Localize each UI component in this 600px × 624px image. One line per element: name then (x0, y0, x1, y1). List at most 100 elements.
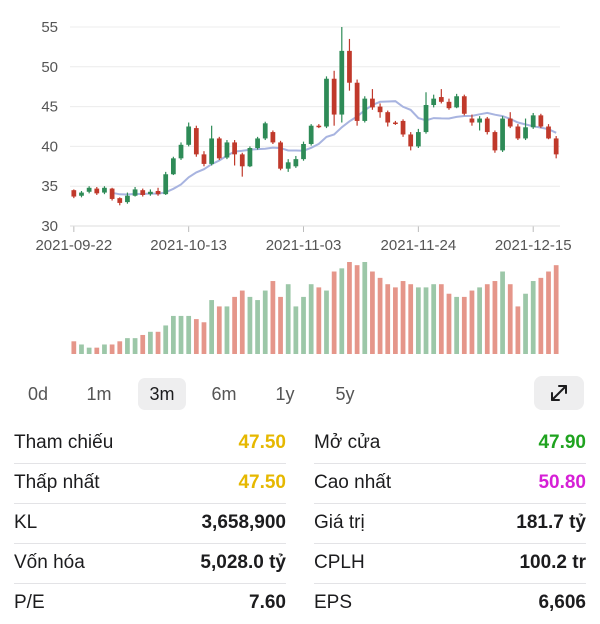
volume-bar (500, 271, 505, 354)
volume-bar (170, 315, 176, 354)
volume-value: 3,658,900 (201, 512, 286, 533)
candle-body (354, 82, 360, 121)
market-cap-label: Vốn hóa (14, 552, 85, 573)
candle-body (201, 154, 207, 164)
moving-average-line (111, 100, 557, 196)
range-button-3m[interactable]: 3m (138, 378, 186, 410)
volume-bar (438, 284, 444, 354)
volume-bar (155, 331, 161, 354)
volume-bar (515, 306, 521, 354)
range-selector: 0d 1m 3m 6m 1y 5y (0, 374, 600, 414)
y-tick-label: 30 (41, 218, 58, 235)
volume-bar (492, 281, 498, 354)
x-tick-label: 2021-10-13 (150, 237, 227, 254)
price-chart: 55 50 45 40 35 30 2021-09-22 2021-10-13 2021-11… (35, 19, 572, 354)
candle-body (415, 132, 421, 147)
volume-bar (132, 338, 138, 354)
volume-bar (400, 281, 406, 354)
range-button-1y[interactable]: 1y (275, 384, 295, 404)
candle-body (193, 128, 199, 155)
volume-bar (408, 284, 414, 354)
low-price-value: 47.50 (238, 472, 286, 493)
candle-body (438, 97, 444, 102)
candle-body (477, 118, 482, 123)
range-button-5y[interactable]: 5y (335, 384, 355, 404)
volume-bar (71, 341, 77, 354)
volume-bar (324, 290, 329, 354)
volume-bar (117, 341, 123, 354)
candle-body (515, 126, 521, 139)
candle-body (546, 126, 551, 139)
stats-row: Tham chiếu 47.50 Mở cửa 47.90 (0, 424, 600, 464)
volume-bar (232, 296, 237, 354)
expand-icon (551, 385, 567, 401)
x-tick-label: 2021-12-15 (495, 237, 572, 254)
candle-body (461, 96, 467, 114)
x-tick-label: 2021-09-22 (35, 237, 112, 254)
candle-body (423, 105, 429, 133)
candle-body (132, 189, 138, 196)
candle-body (79, 192, 84, 196)
candle-body (454, 96, 460, 108)
volume-bar (94, 347, 100, 354)
range-button-6m[interactable]: 6m (211, 384, 237, 404)
range-button-0d[interactable]: 0d (27, 384, 49, 404)
volume-bar (239, 290, 245, 354)
candle-body (163, 174, 169, 195)
volume-bar (354, 265, 360, 354)
pe-value: 7.60 (249, 592, 286, 613)
y-tick-label: 35 (41, 178, 58, 195)
volume-bar (347, 262, 352, 354)
candle-body (553, 138, 559, 155)
candle-body (492, 132, 498, 151)
candle-body (507, 118, 513, 127)
candle-body (285, 162, 291, 169)
trade-value-label: Giá trị (314, 512, 365, 533)
candle-body (278, 142, 283, 169)
candle-body (370, 98, 375, 108)
volume-bar (530, 281, 536, 354)
open-price-label: Mở cửa (314, 432, 381, 453)
volume-bar (285, 284, 291, 354)
volume-bar (163, 325, 169, 354)
volume-bar (377, 277, 383, 354)
shares-outstanding-value: 100.2 tr (519, 552, 586, 573)
volume-bar (339, 268, 345, 354)
eps-label: EPS (314, 592, 353, 613)
volume-bar (209, 300, 215, 354)
candle-body (224, 142, 230, 158)
volume-bar (431, 284, 437, 354)
volume-bar (79, 344, 84, 354)
volume-bar (255, 300, 260, 354)
volume-bar (224, 306, 230, 354)
candle-body (262, 123, 268, 139)
volume-bar (278, 296, 283, 354)
range-button-1m[interactable]: 1m (86, 384, 112, 404)
candle-body (270, 132, 276, 143)
candlesticks (71, 27, 559, 206)
volume-bar (423, 287, 429, 354)
high-price-label: Cao nhất (314, 472, 392, 493)
low-price-label: Thấp nhất (14, 472, 100, 493)
x-axis-labels: 2021-09-22 2021-10-13 2021-11-03 2021-11-24… (35, 225, 572, 254)
candle-body (247, 147, 253, 167)
y-axis-labels: 55 50 45 40 35 30 (41, 19, 58, 235)
candle-body (293, 159, 299, 167)
candle-body (125, 195, 130, 203)
candle-body (308, 125, 314, 145)
volume-bar (262, 290, 268, 354)
volume-bar (484, 284, 490, 354)
volume-bar (308, 284, 314, 354)
volume-bar (102, 344, 107, 354)
reference-price-label: Tham chiếu (14, 432, 114, 453)
candle-body (186, 126, 192, 145)
volume-bar (415, 287, 421, 354)
expand-button[interactable] (534, 376, 584, 410)
reference-price-value: 47.50 (238, 432, 286, 453)
candle-body (239, 154, 245, 167)
volume-bar (477, 287, 482, 354)
x-tick-label: 2021-11-03 (266, 237, 342, 254)
candle-body (255, 138, 260, 148)
candle-body (232, 142, 237, 155)
candle-body (102, 187, 107, 193)
